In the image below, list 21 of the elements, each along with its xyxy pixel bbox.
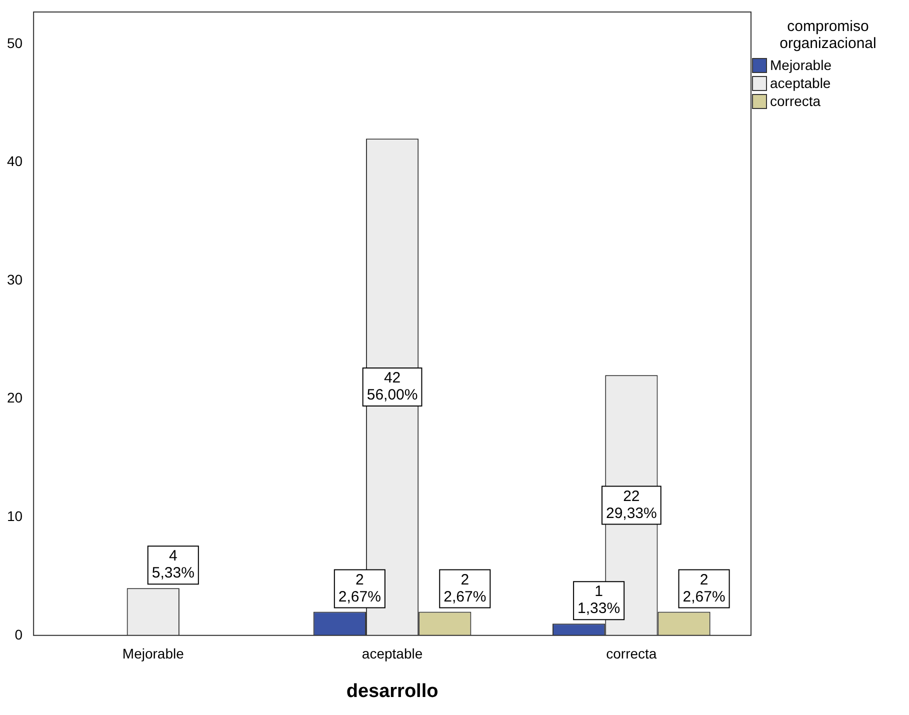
data-label: 2 2,67% (682, 571, 726, 606)
y-tick-label: 10 (6, 508, 23, 524)
data-label: 1 1,33% (578, 583, 620, 618)
legend-label: Mejorable (770, 57, 832, 73)
legend-label: correcta (770, 93, 821, 109)
y-tick-label: 30 (6, 271, 23, 288)
x-tick-label: Mejorable (122, 646, 184, 662)
y-tick-label: 0 (14, 626, 23, 642)
x-tick-label: correcta (606, 646, 657, 662)
y-tick-label: 20 (6, 390, 23, 406)
data-label: 22 29,33% (606, 488, 657, 522)
x-axis-title: desarrollo (346, 680, 438, 702)
y-tick-label: 40 (6, 153, 23, 170)
legend-title: compromiso organizacional (778, 18, 878, 52)
data-label: 2 2,67% (338, 571, 381, 606)
y-tick-label: 50 (6, 34, 23, 51)
data-label: 42 56,00% (366, 370, 418, 404)
data-label: 2 2,67% (444, 571, 486, 606)
legend-label: aceptable (770, 75, 831, 91)
data-label: 4 5,33% (152, 548, 194, 582)
x-tick-label: aceptable (362, 646, 423, 662)
